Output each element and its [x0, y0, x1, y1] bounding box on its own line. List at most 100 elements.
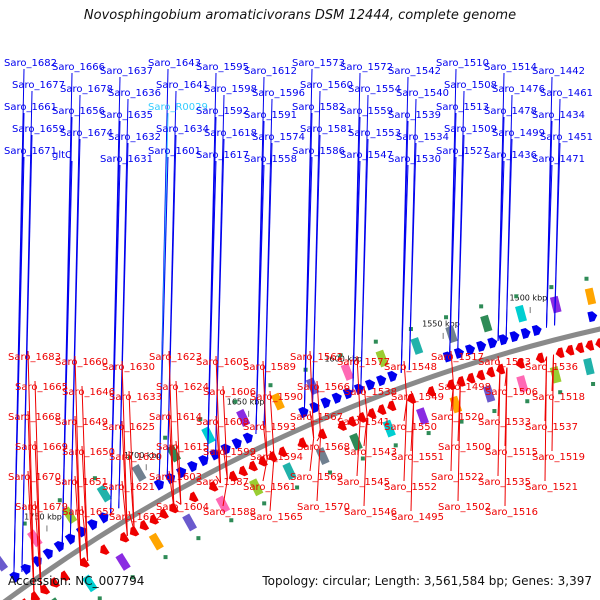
- reverse-gene-label: Saro_1621: [102, 482, 155, 493]
- forward-gene-label: Saro_1451: [540, 132, 593, 143]
- reverse-gene-label: Saro_1569: [290, 472, 343, 483]
- feature-block: [515, 304, 527, 323]
- feature-dot: [426, 431, 431, 436]
- reverse-gene-arrow: [456, 375, 466, 387]
- reverse-gene-label: Saro_1566: [297, 382, 350, 393]
- reverse-gene-arrow: [347, 415, 357, 427]
- reverse-gene-arrow: [248, 460, 258, 472]
- forward-gene-arrow: [487, 337, 498, 349]
- forward-gene-label: Saro_1641: [156, 80, 209, 91]
- reverse-label-leader: [81, 505, 89, 561]
- feature-dot: [459, 419, 464, 424]
- feature-block: [416, 407, 430, 426]
- reverse-gene-label: Saro_1520: [431, 412, 484, 423]
- feature-dot: [163, 435, 168, 440]
- reverse-label-leader: [363, 415, 368, 507]
- reverse-gene-arrow: [238, 465, 249, 477]
- reverse-label-leader: [450, 350, 454, 385]
- reverse-label-leader: [403, 400, 408, 482]
- forward-label-leader: [110, 164, 121, 514]
- forward-gene-label: Saro_1499: [492, 128, 545, 139]
- forward-label-leader: [408, 142, 417, 370]
- reverse-label-leader: [128, 450, 135, 532]
- reverse-gene-label: Saro_1683: [8, 352, 61, 363]
- feature-block: [115, 553, 131, 571]
- reverse-gene-label: Saro_1551: [391, 452, 444, 463]
- genome-backbone: [2, 326, 600, 600]
- forward-label-leader: [263, 142, 273, 431]
- forward-gene-label: Saro_1643: [148, 58, 201, 69]
- forward-gene-arrow: [231, 438, 242, 450]
- feature-block: [349, 432, 363, 451]
- forward-gene-label: Saro_1514: [484, 62, 537, 73]
- ruler-label: 1600 kbp: [324, 355, 362, 364]
- forward-gene-label: Saro_1436: [484, 150, 537, 161]
- feature-dot: [373, 339, 378, 344]
- forward-gene-arrow: [509, 331, 520, 343]
- reverse-gene-arrow: [496, 363, 506, 375]
- reverse-gene-label: Saro_1668: [8, 412, 61, 423]
- forward-label-leader: [207, 160, 217, 459]
- forward-gene-label: Saro_1573: [292, 58, 345, 69]
- forward-label-leader: [400, 164, 409, 373]
- forward-gene-arrow: [209, 449, 220, 461]
- reverse-label-leader: [175, 500, 182, 505]
- forward-gene-arrow: [453, 347, 465, 359]
- reverse-gene-arrow: [565, 344, 575, 356]
- reverse-label-leader: [309, 438, 315, 472]
- reverse-gene-arrow: [278, 446, 288, 458]
- feature-dot: [360, 456, 365, 461]
- forward-gene-label: Saro_1632: [108, 132, 161, 143]
- reverse-gene-arrow: [149, 513, 160, 525]
- feature-tracks: [0, 276, 600, 600]
- feature-block: [516, 375, 529, 393]
- forward-gene-label: Saro_1674: [60, 128, 113, 139]
- reverse-label-leader: [316, 380, 322, 436]
- reverse-gene-arrow: [387, 400, 397, 412]
- forward-gene-label: Saro_1582: [292, 102, 345, 113]
- reverse-label-leader: [316, 435, 322, 502]
- forward-gene-label: Saro_1586: [292, 146, 345, 157]
- reverse-label-leader: [269, 450, 275, 457]
- feature-dot: [479, 304, 484, 309]
- reverse-gene-arrow: [486, 366, 496, 378]
- reverse-label-leader: [269, 456, 275, 512]
- forward-label-leader: [61, 160, 73, 545]
- kbp-ruler: 1500 kbp 1550 kbp 1600 kbp 1650 kbp 1700 kbp…: [24, 293, 547, 532]
- reverse-label-leader: [34, 500, 42, 593]
- reverse-gene-arrow: [60, 570, 70, 581]
- forward-label-leader: [13, 156, 25, 578]
- forward-gene-arrow: [442, 351, 453, 363]
- forward-gene-label: Saro_1530: [388, 154, 441, 165]
- reverse-label-leader: [309, 410, 315, 439]
- feature-dot: [196, 536, 201, 541]
- forward-label-leader: [69, 138, 81, 539]
- feature-block: [583, 357, 595, 376]
- reverse-gene-arrow: [80, 557, 90, 568]
- reverse-label-leader: [316, 434, 322, 442]
- reverse-label-leader: [363, 385, 368, 416]
- genome-summary: Topology: circular; Length: 3,561,584 bp…: [262, 574, 592, 588]
- reverse-label-leader: [457, 381, 461, 502]
- forward-gene-label: Saro_1591: [244, 110, 297, 121]
- reverse-label-leader: [309, 350, 315, 439]
- reverse-gene-label: Saro_1516: [485, 507, 538, 518]
- forward-label-leader: [352, 160, 361, 392]
- forward-gene-arrow: [198, 455, 209, 467]
- forward-gene-label: Saro_1596: [252, 88, 305, 99]
- feature-dot: [338, 353, 343, 358]
- reverse-gene-label: Saro_1599: [203, 447, 256, 458]
- feature-dot: [97, 596, 102, 600]
- forward-gene-label: Saro_1559: [340, 106, 393, 117]
- reverse-gene-label: Saro_1549: [391, 392, 444, 403]
- reverse-gene-arrow: [50, 577, 61, 588]
- reverse-gene-arrow: [258, 455, 268, 467]
- forward-gene-label: Saro_1618: [204, 128, 257, 139]
- feature-block: [249, 478, 264, 497]
- reverse-gene-arrow: [159, 508, 169, 519]
- forward-gene-label: Saro_1558: [244, 154, 297, 165]
- forward-gene-label: Saro_1513: [436, 102, 489, 113]
- reverse-gene-label: Saro_1623: [149, 352, 202, 363]
- reverse-label-leader: [551, 354, 555, 452]
- backbone-arc: [2, 326, 600, 600]
